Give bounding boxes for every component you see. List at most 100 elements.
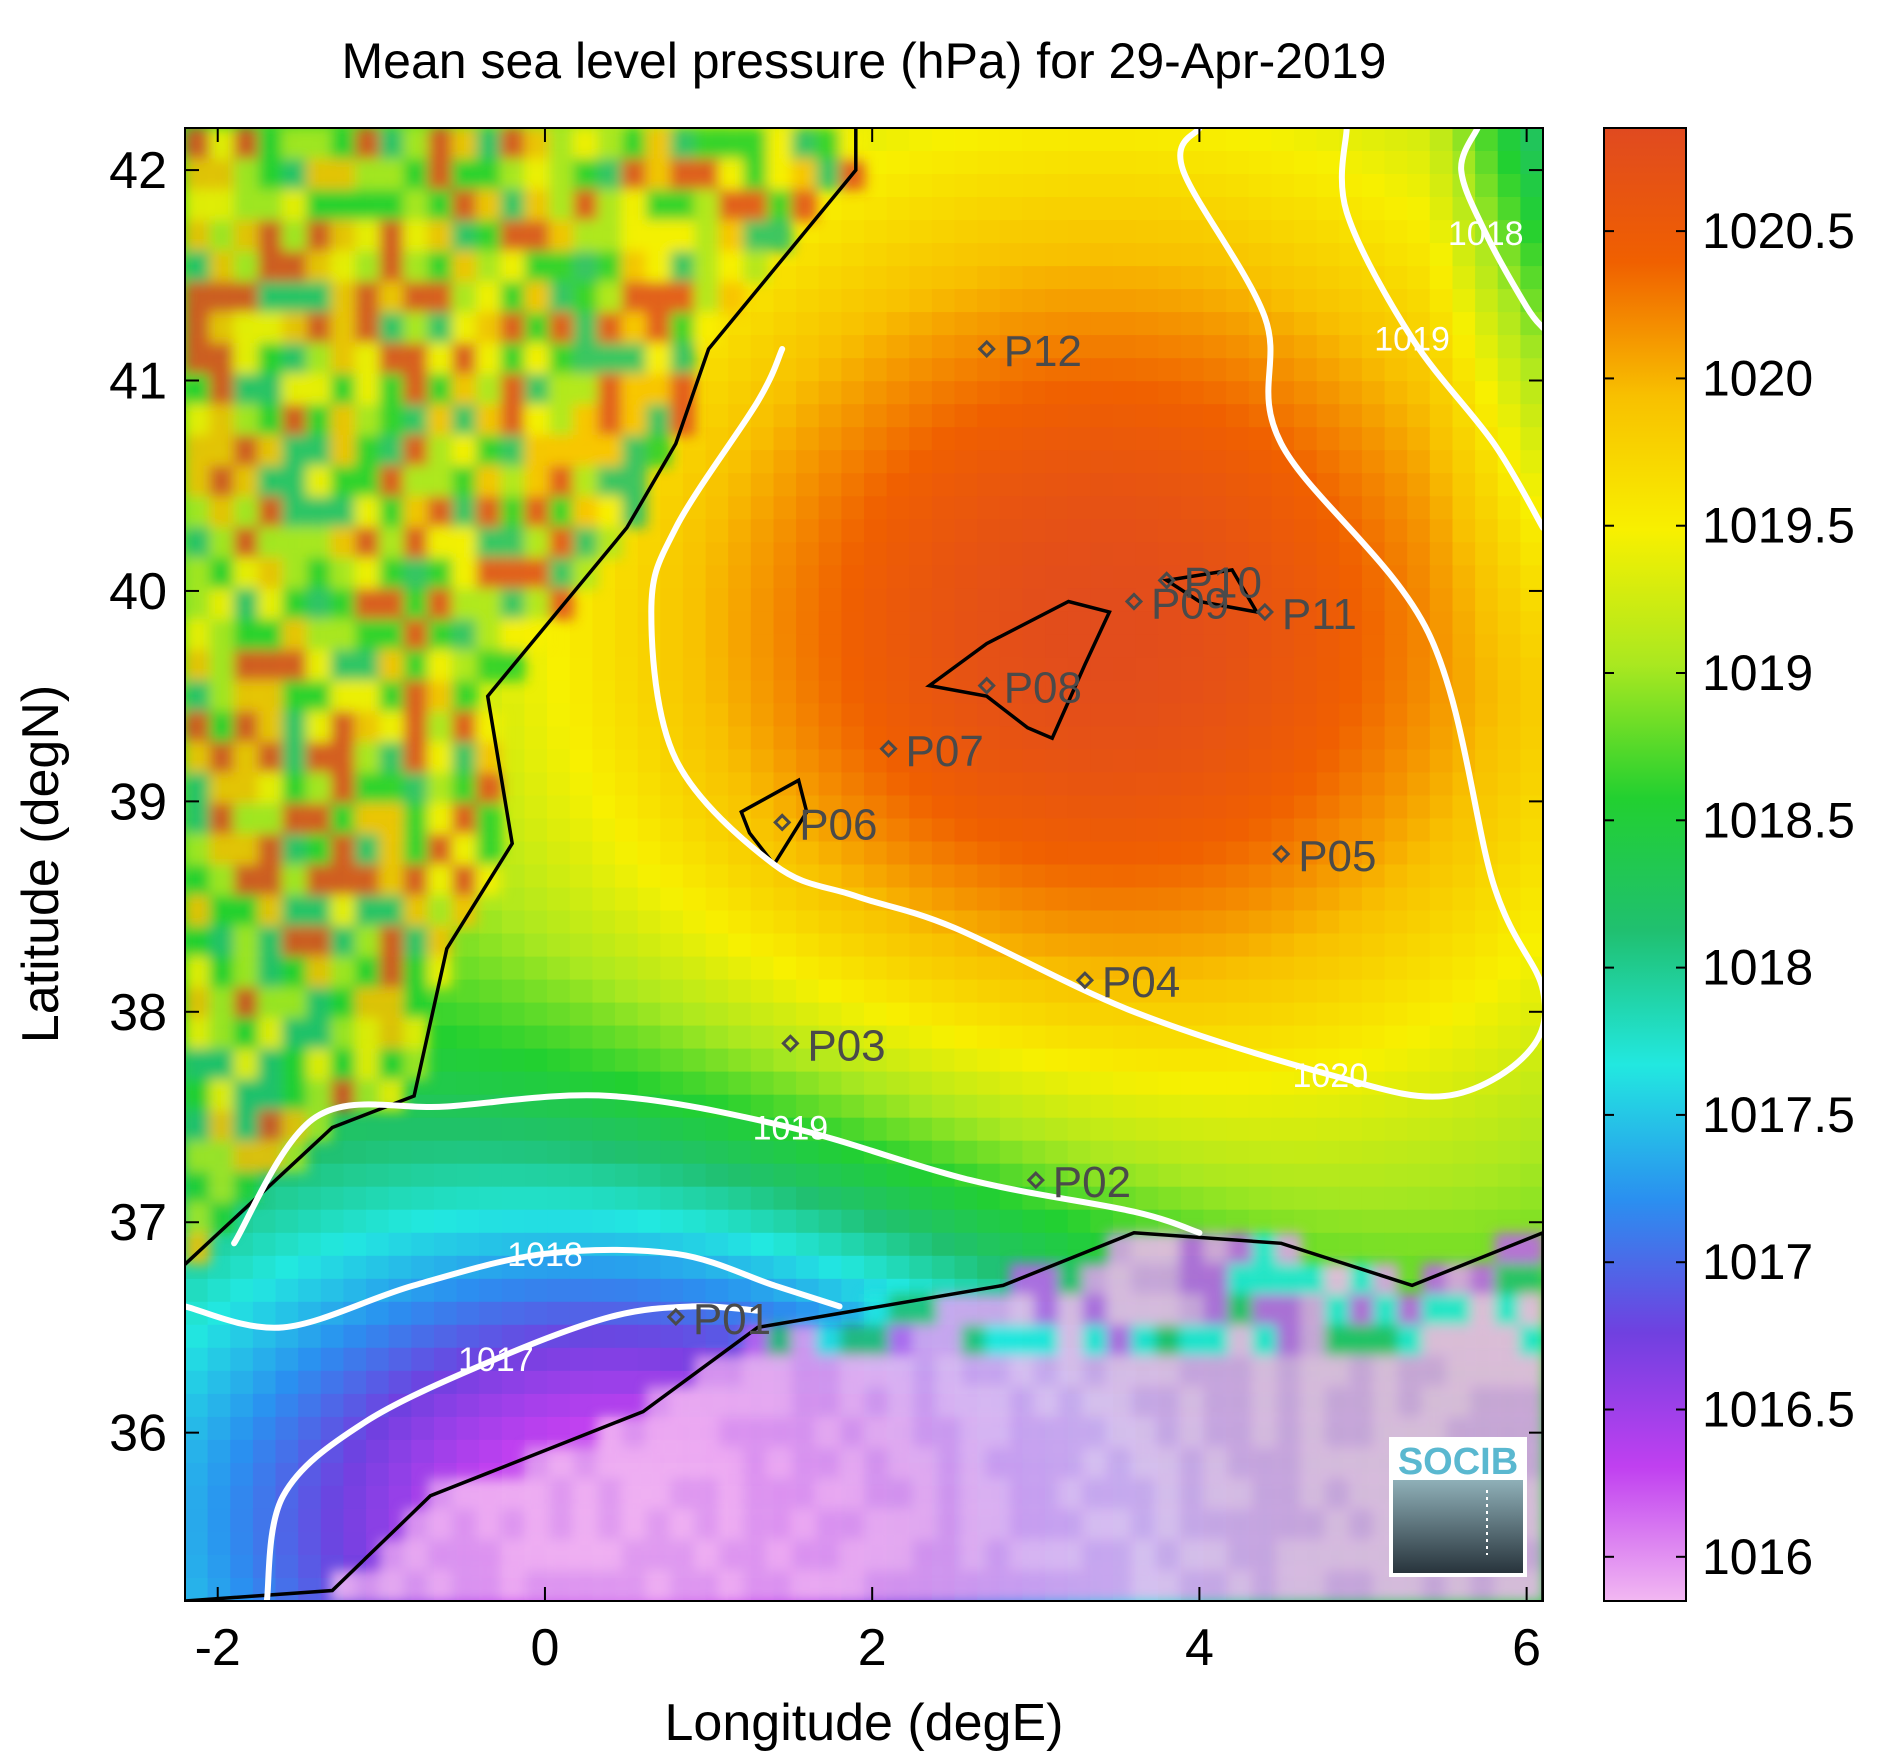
field-cell — [931, 1209, 956, 1234]
land-cell — [476, 649, 502, 682]
land-cell — [670, 128, 696, 160]
field-cell — [1067, 312, 1092, 336]
field-cell — [1090, 174, 1114, 198]
field-cell — [954, 565, 978, 590]
colorbar-tick-label: 1017.5 — [1702, 1087, 1855, 1143]
field-cell — [275, 1416, 299, 1441]
land-cell — [257, 833, 284, 866]
field-cell — [1497, 542, 1522, 567]
land-cell — [403, 619, 429, 651]
field-cell — [1384, 979, 1408, 1004]
field-cell — [796, 726, 820, 751]
field-cell — [931, 220, 956, 244]
field-cell — [886, 289, 910, 313]
field-cell — [864, 1117, 888, 1142]
field-cell — [524, 1393, 548, 1418]
land-cell — [1252, 1570, 1278, 1601]
field-cell — [954, 151, 978, 175]
field-cell — [796, 1071, 820, 1096]
field-cell — [1294, 1071, 1318, 1096]
land-cell — [451, 588, 478, 620]
field-cell — [1226, 680, 1250, 705]
land-cell — [209, 895, 235, 927]
land-cell — [185, 588, 211, 620]
land-cell — [1106, 1294, 1132, 1326]
field-cell — [796, 933, 820, 958]
field-cell — [1180, 266, 1205, 290]
field-cell — [773, 312, 797, 336]
land-cell — [306, 189, 332, 222]
field-cell — [275, 1532, 299, 1556]
field-cell — [728, 772, 752, 797]
field-cell — [1226, 151, 1250, 175]
field-cell — [1226, 1002, 1250, 1027]
field-cell — [1045, 450, 1069, 474]
land-cell — [573, 434, 599, 467]
field-cell — [1022, 197, 1046, 221]
field-cell — [592, 657, 616, 682]
field-cell — [592, 1393, 616, 1418]
field-cell — [1384, 542, 1408, 567]
land-cell — [936, 1478, 963, 1510]
land-cell — [815, 128, 841, 160]
field-cell — [886, 243, 910, 267]
field-cell — [818, 749, 843, 774]
field-cell — [524, 1117, 548, 1142]
field-cell — [1158, 1094, 1182, 1119]
field-cell — [1022, 1117, 1046, 1142]
field-cell — [434, 1439, 458, 1464]
land-cell — [1106, 1478, 1132, 1510]
land-cell — [306, 312, 332, 344]
land-cell — [767, 1324, 793, 1357]
land-cell — [476, 833, 502, 866]
field-cell — [773, 266, 797, 290]
land-cell — [791, 1478, 817, 1510]
land-cell — [282, 526, 308, 559]
land-cell — [791, 128, 817, 160]
field-cell — [1203, 243, 1227, 267]
field-cell — [682, 1186, 707, 1211]
land-cell — [864, 1416, 890, 1449]
field-cell — [796, 542, 820, 567]
land-cell — [427, 220, 453, 252]
field-cell — [1067, 795, 1092, 820]
land-cell — [185, 312, 211, 344]
field-cell — [1339, 565, 1363, 590]
field-cell — [1294, 289, 1318, 313]
field-cell — [1475, 496, 1499, 521]
field-cell — [1158, 266, 1182, 290]
field-cell — [728, 1048, 752, 1073]
land-cell — [185, 956, 211, 989]
field-cell — [343, 1163, 367, 1188]
field-cell — [1226, 910, 1250, 935]
land-cell — [403, 803, 429, 835]
field-cell — [1407, 634, 1431, 659]
field-cell — [1203, 795, 1227, 820]
field-cell — [909, 634, 933, 659]
field-cell — [1384, 335, 1408, 359]
land-cell — [621, 1447, 647, 1480]
field-cell — [1271, 542, 1295, 567]
land-cell — [209, 189, 235, 222]
field-cell — [1407, 1094, 1431, 1119]
field-cell — [275, 1324, 299, 1349]
field-cell — [841, 1255, 865, 1280]
field-cell — [1316, 956, 1341, 981]
field-cell — [909, 1186, 933, 1211]
field-cell — [909, 381, 933, 405]
field-cell — [1271, 266, 1295, 290]
land-cell — [961, 1508, 987, 1541]
field-cell — [1407, 358, 1431, 382]
x-axis-label: Longitude (degE) — [665, 1694, 1064, 1752]
station-marker — [781, 1034, 800, 1053]
land-cell — [209, 404, 235, 436]
field-cell — [1407, 174, 1431, 198]
field-cell — [1497, 128, 1522, 152]
land-cell — [1518, 1355, 1543, 1388]
land-cell — [1033, 1539, 1060, 1572]
field-cell — [388, 1186, 413, 1211]
land-cell — [282, 281, 308, 314]
land-cell — [573, 557, 599, 590]
field-cell — [1135, 634, 1159, 659]
land-cell — [767, 1508, 793, 1541]
